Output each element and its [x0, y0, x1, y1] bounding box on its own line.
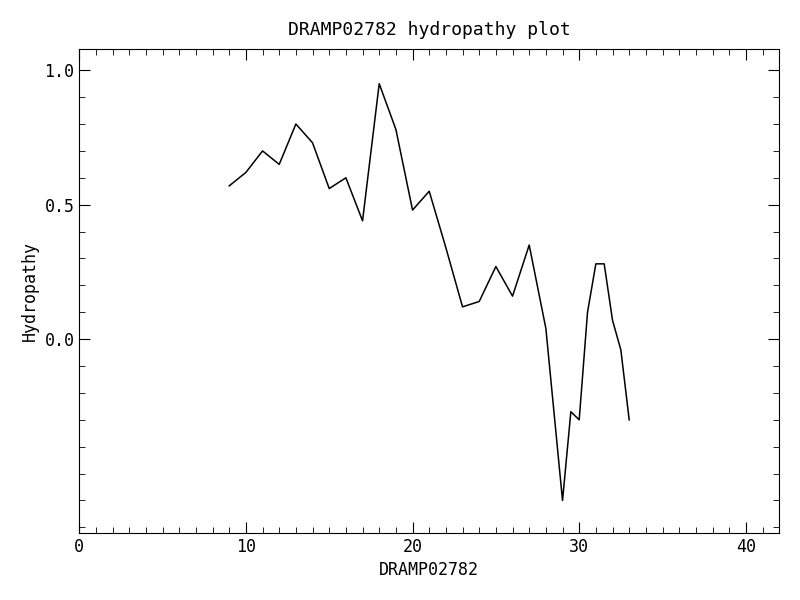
Title: DRAMP02782 hydropathy plot: DRAMP02782 hydropathy plot	[288, 21, 570, 39]
X-axis label: DRAMP02782: DRAMP02782	[379, 561, 479, 579]
Y-axis label: Hydropathy: Hydropathy	[21, 241, 39, 341]
